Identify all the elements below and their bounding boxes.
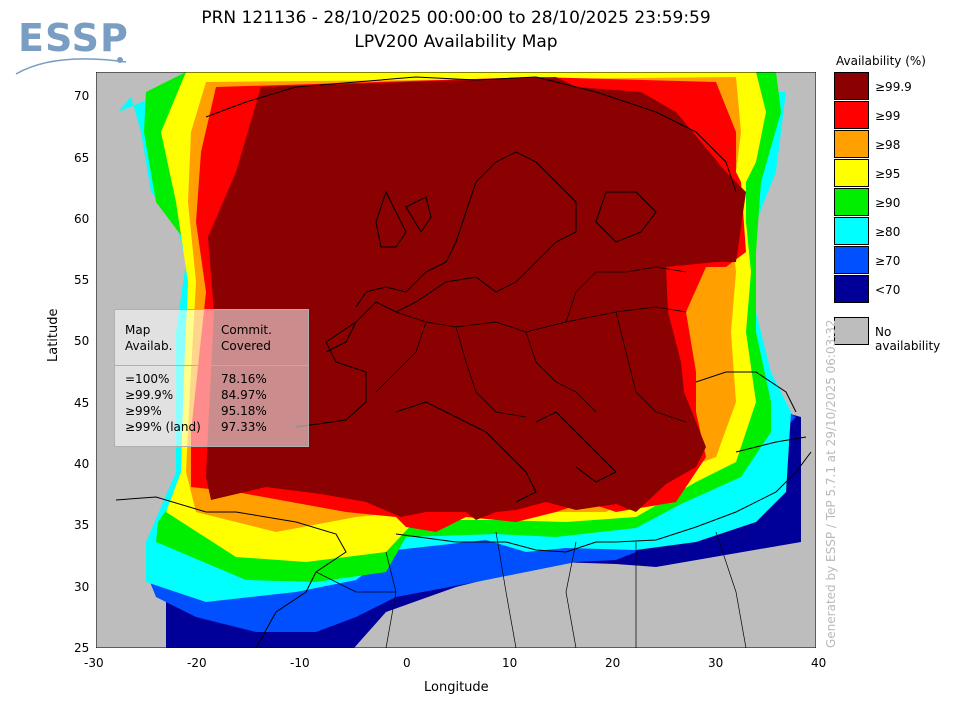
x-tick-40: 40	[811, 656, 827, 670]
map-subtitle: LPV200 Availability Map	[354, 32, 558, 52]
legend-label-no-availability: No availability	[875, 325, 941, 353]
logo-text: ESSP	[18, 16, 129, 60]
y-tick-60: 60	[74, 212, 90, 226]
logo-swoosh	[15, 57, 127, 75]
y-tick-25: 25	[74, 641, 90, 655]
y-tick-50: 50	[74, 334, 90, 348]
x-tick-m30: -30	[84, 656, 104, 670]
y-tick-30: 30	[74, 580, 90, 594]
band-ge99-9	[206, 77, 746, 520]
stats-row-value: 97.33%	[221, 420, 267, 434]
legend-label: ≥95	[875, 167, 901, 181]
y-tick-35: 35	[74, 518, 90, 532]
stats-col1-header-2: Availab.	[125, 339, 173, 353]
x-tick-10: 10	[502, 656, 518, 670]
y-tick-45: 45	[74, 396, 90, 410]
stats-row-label: ≥99.9%	[125, 388, 174, 402]
legend-swatch-ge99-9	[834, 72, 869, 100]
y-tick-65: 65	[74, 151, 90, 165]
y-tick-70: 70	[74, 89, 90, 103]
legend-label: <70	[875, 283, 901, 297]
stats-divider	[115, 365, 308, 366]
map-title: PRN 121136 - 28/10/2025 00:00:00 to 28/1…	[201, 8, 711, 28]
legend-label: ≥99.9	[875, 80, 912, 94]
x-tick-20: 20	[605, 656, 621, 670]
legend-swatch-ge70	[834, 246, 869, 274]
coastlines	[115, 76, 812, 648]
legend-swatch-ge95	[834, 159, 869, 187]
legend-label: ≥98	[875, 138, 901, 152]
essp-logo: ESSP	[14, 12, 134, 80]
country-borders	[315, 266, 747, 648]
stats-row-value: 84.97%	[221, 388, 267, 402]
legend-title: Availability (%)	[836, 54, 926, 68]
legend-label: ≥70	[875, 254, 901, 268]
stats-row-label: ≥99%	[125, 404, 162, 418]
legend-label: ≥90	[875, 196, 901, 210]
legend-swatch-ge80	[834, 217, 869, 245]
stats-col1-header-1: Map	[125, 323, 151, 337]
stats-row-label: =100%	[125, 372, 170, 386]
stats-row-label: ≥99% (land)	[125, 420, 201, 434]
generated-by-watermark: Generated by ESSP / TeP 5.7.1 at 29/10/2…	[824, 319, 838, 648]
legend-swatch-no-availability	[834, 317, 869, 345]
x-tick-m20: -20	[187, 656, 207, 670]
y-axis-title: Latitude	[46, 308, 61, 362]
legend-label: ≥99	[875, 109, 901, 123]
y-tick-40: 40	[74, 457, 90, 471]
legend-swatch-ge90	[834, 188, 869, 216]
x-axis-title: Longitude	[424, 680, 489, 695]
x-tick-0: 0	[403, 656, 411, 670]
coverage-stats-box: Map Availab. Commit. Covered =100% 78.16…	[114, 309, 309, 447]
stats-col2-header-2: Covered	[221, 339, 271, 353]
legend-swatch-ge99	[834, 101, 869, 129]
stats-row-value: 78.16%	[221, 372, 267, 386]
legend-swatch-lt70	[834, 275, 869, 303]
legend-swatch-ge98	[834, 130, 869, 158]
x-tick-30: 30	[708, 656, 724, 670]
availability-map	[96, 72, 816, 648]
y-tick-55: 55	[74, 273, 90, 287]
availability-bands	[118, 72, 801, 648]
stats-col2-header-1: Commit.	[221, 323, 272, 337]
legend-label: ≥80	[875, 225, 901, 239]
stats-row-value: 95.18%	[221, 404, 267, 418]
x-tick-m10: -10	[290, 656, 310, 670]
